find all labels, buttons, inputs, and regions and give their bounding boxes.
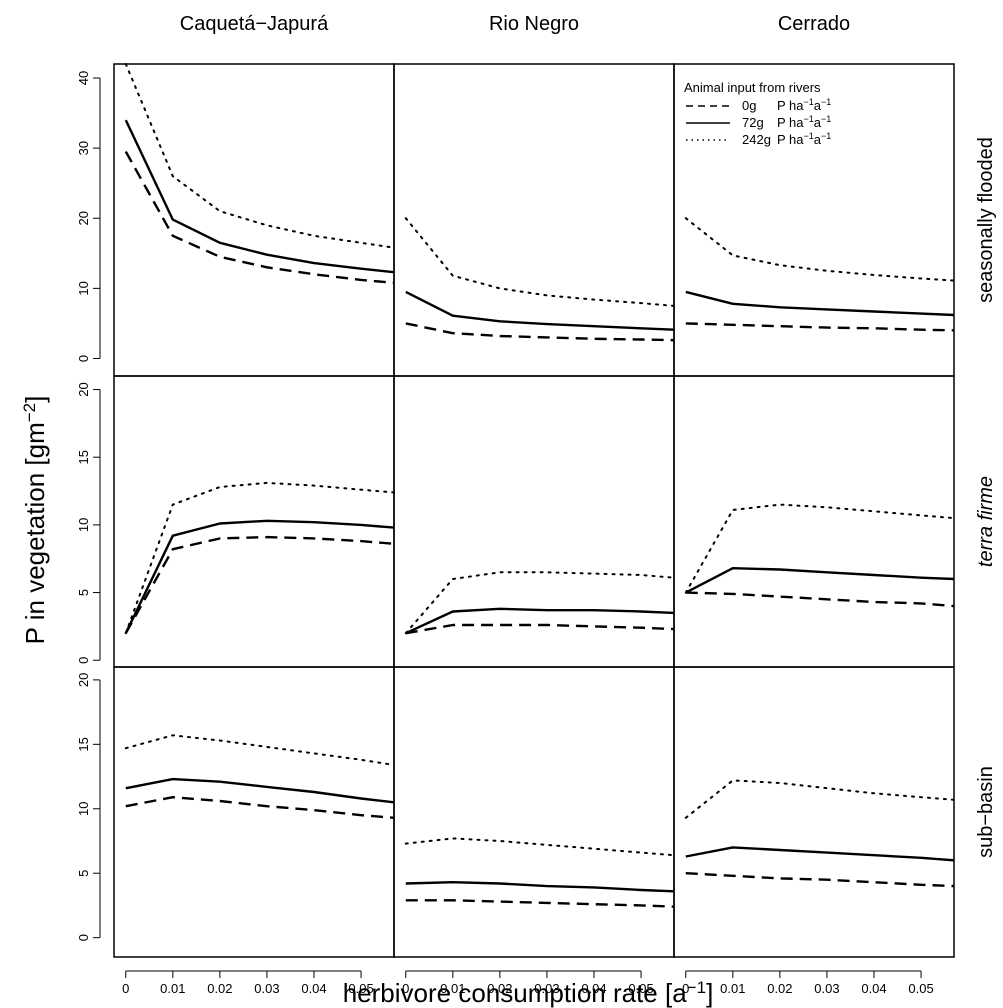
series-line-solid-r0-c2 [685,290,955,317]
y-tick-label: 30 [76,141,91,155]
x-tick-label: 0.04 [581,981,606,996]
series-line-dashed-r2-c1 [405,899,675,908]
y-tick-label: 15 [76,737,91,751]
series-line-solid-r0-c0 [124,119,395,274]
x-tick-label: 0.03 [254,981,279,996]
series-line-dotted-r1-c0 [124,481,395,635]
x-tick-label: 0.02 [207,981,232,996]
series-line-dashed-r0-c0 [124,151,395,284]
series-line-dashed-r0-c2 [685,322,955,332]
panel-frame-r2-c0 [113,666,395,958]
y-tick-label: 40 [76,71,91,85]
x-tick-label: 0.03 [814,981,839,996]
panel-frame-r1-c1 [393,375,675,668]
series-line-dashed-r1-c0 [124,535,395,634]
y-tick-label: 20 [76,382,91,396]
legend-entry-dashed: 0g P ha−1a−1 [742,97,831,113]
column-title: Caquetá−Japurá [180,13,329,35]
x-tick-label: 0.01 [720,981,745,996]
x-tick-label: 0.05 [908,981,933,996]
row-title: sub−basin [975,766,997,858]
x-tick-label: 0.01 [160,981,185,996]
series-line-dashed-r0-c1 [405,322,675,342]
series-line-dotted-r1-c2 [684,503,955,594]
y-tick-label: 5 [76,589,91,596]
series-line-solid-r2-c2 [685,846,955,862]
panel-frame-r2-c2 [673,666,955,958]
legend-entry-dotted: 242g P ha−1a−1 [742,131,831,147]
y-axis-title: P in vegetation [gm−2] [20,396,51,645]
y-tick-label: 5 [76,870,91,877]
x-tick-label: 0.02 [767,981,792,996]
y-tick-label: 10 [76,802,91,816]
series-line-solid-r1-c2 [685,567,955,594]
x-tick-label: 0.03 [534,981,559,996]
row-title: terra firme [975,476,997,567]
series-line-dashed-r2-c2 [685,872,955,888]
column-title: Cerrado [778,13,850,35]
series-line-solid-r0-c1 [405,290,675,331]
y-tick-label: 20 [76,673,91,687]
legend-entry-solid: 72g P ha−1a−1 [742,114,831,130]
x-tick-label: 0.02 [487,981,512,996]
y-tick-label: 0 [76,657,91,664]
series-line-dotted-r0-c0 [124,63,395,249]
x-tick-label: 0.05 [628,981,653,996]
series-line-dotted-r1-c1 [404,571,675,635]
panel-frame-r2-c1 [393,666,675,958]
y-tick-label: 10 [76,518,91,532]
y-tick-label: 20 [76,211,91,225]
series-line-dotted-r2-c0 [124,734,395,766]
series-line-dotted-r2-c2 [684,779,955,819]
x-tick-label: 0 [402,981,409,996]
x-tick-label: 0.01 [440,981,465,996]
legend-title: Animal input from rivers [684,80,821,95]
x-tick-label: 0.04 [861,981,886,996]
series-line-dotted-r0-c2 [684,217,955,282]
series-line-dashed-r1-c2 [685,591,955,608]
series-line-solid-r2-c1 [405,881,675,893]
series-line-solid-r1-c0 [124,519,395,634]
x-tick-label: 0 [682,981,689,996]
y-tick-label: 0 [76,355,91,362]
y-tick-label: 0 [76,934,91,941]
series-line-dashed-r1-c1 [405,623,675,635]
panel-frame-r1-c2 [673,375,955,668]
column-title: Rio Negro [489,13,579,35]
x-tick-label: 0.04 [301,981,326,996]
series-line-solid-r1-c1 [405,607,675,635]
series-line-solid-r2-c0 [125,777,395,804]
series-line-dashed-r2-c0 [125,796,395,819]
series-line-dotted-r2-c1 [404,837,675,857]
panel-frame-r0-c0 [113,63,395,377]
x-tick-label: 0.05 [348,981,373,996]
row-title: seasonally flooded [975,137,997,303]
y-tick-label: 15 [76,450,91,464]
x-axis-title: herbivore consumption rate [a−1] [343,978,714,1008]
series-line-dotted-r0-c1 [404,217,675,307]
y-tick-label: 10 [76,281,91,295]
x-tick-label: 0 [122,981,129,996]
